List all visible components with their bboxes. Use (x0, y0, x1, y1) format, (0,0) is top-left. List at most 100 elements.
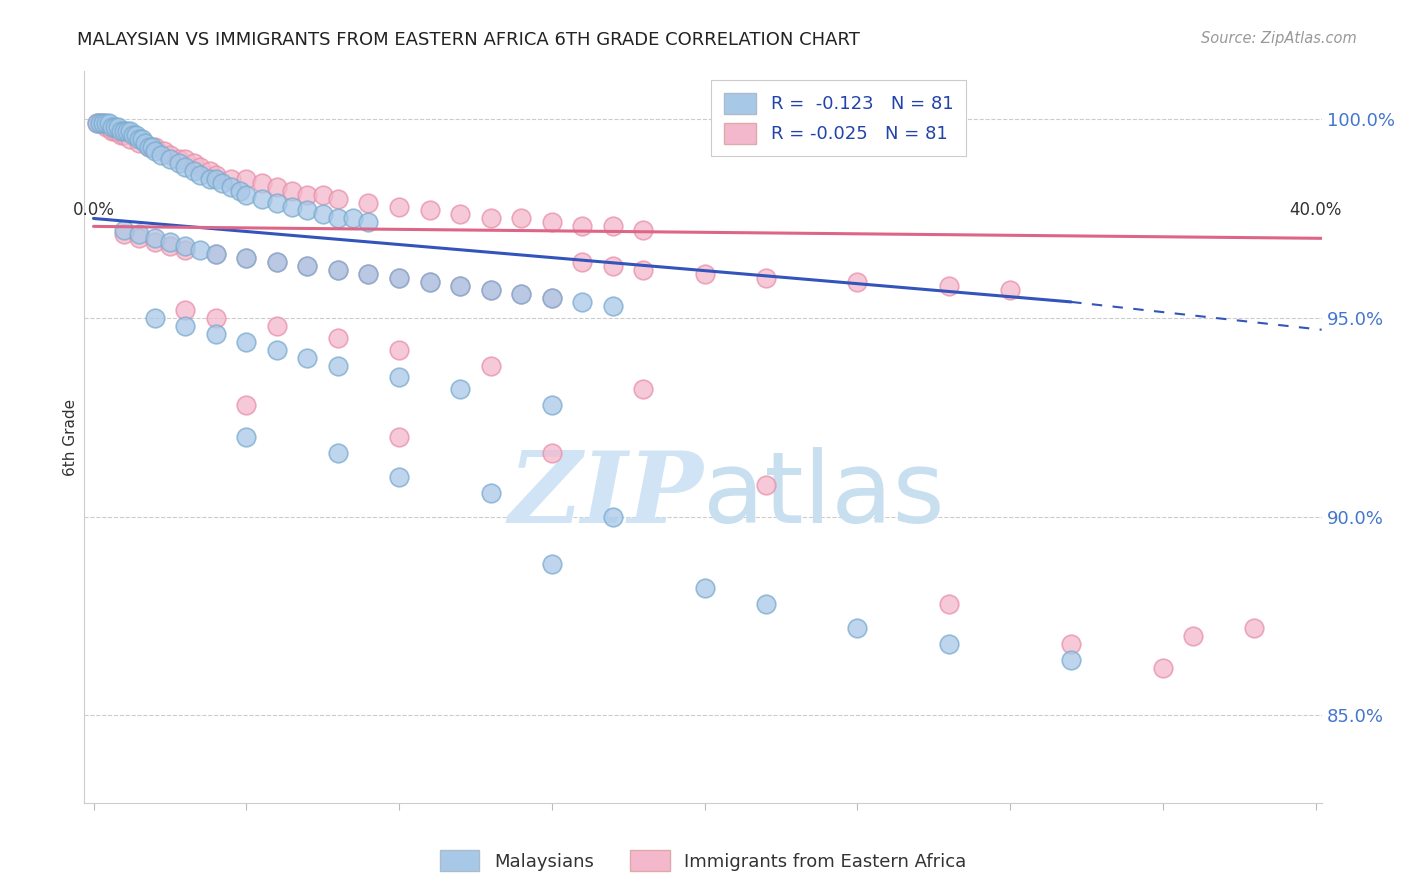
Point (235, 251, 257, 265)
Point (86, 116, 108, 130)
Point (143, 235, 166, 250)
Point (1060, 653, 1083, 667)
Point (388, 343, 411, 357)
Point (938, 279, 960, 293)
Text: 0.0%: 0.0% (73, 201, 114, 219)
Point (419, 275, 441, 289)
Point (190, 160, 212, 174)
Point (91, 116, 114, 130)
Point (449, 279, 471, 293)
Point (479, 211, 502, 226)
Point (167, 155, 190, 169)
Point (235, 398, 257, 412)
Point (190, 168, 212, 182)
Point (198, 163, 221, 178)
Point (101, 120, 124, 134)
Point (281, 184, 304, 198)
Point (190, 244, 212, 258)
Point (510, 287, 533, 301)
Point (326, 446, 349, 460)
Point (128, 132, 150, 146)
Point (143, 231, 166, 245)
Point (571, 294, 593, 309)
Point (266, 255, 288, 269)
Point (125, 128, 148, 142)
Point (229, 184, 252, 198)
Point (540, 398, 562, 412)
Text: 40.0%: 40.0% (1289, 201, 1341, 219)
Point (342, 211, 364, 226)
Point (112, 227, 135, 242)
Point (266, 255, 288, 269)
Point (326, 331, 349, 345)
Point (143, 144, 166, 158)
Point (131, 132, 153, 146)
Point (97, 116, 120, 130)
Point (326, 192, 349, 206)
Point (91, 116, 114, 130)
Point (1243, 621, 1265, 635)
Point (94, 116, 117, 130)
Point (104, 124, 127, 138)
Point (419, 203, 441, 218)
Point (266, 195, 288, 210)
Point (297, 203, 319, 218)
Point (633, 223, 655, 237)
Point (112, 124, 135, 138)
Point (112, 223, 135, 237)
Point (846, 275, 869, 289)
Point (183, 155, 205, 169)
Point (540, 291, 562, 305)
Point (1182, 629, 1205, 643)
Point (204, 247, 226, 261)
Point (357, 267, 380, 281)
Point (128, 227, 150, 242)
Point (174, 318, 197, 333)
Point (633, 263, 655, 277)
Point (89, 116, 111, 130)
Point (159, 235, 181, 250)
Point (219, 171, 242, 186)
Point (449, 279, 471, 293)
Point (250, 192, 273, 206)
Point (101, 124, 124, 138)
Point (388, 430, 411, 444)
Point (311, 187, 333, 202)
Point (357, 215, 380, 229)
Point (693, 581, 716, 595)
Point (174, 244, 197, 258)
Point (602, 219, 624, 234)
Point (211, 176, 233, 190)
Point (149, 148, 172, 162)
Point (479, 283, 502, 297)
Point (167, 152, 190, 166)
Point (143, 140, 166, 154)
Point (86, 116, 108, 130)
Point (128, 231, 150, 245)
Point (326, 359, 349, 373)
Point (602, 509, 624, 524)
Point (602, 299, 624, 313)
Point (152, 144, 174, 158)
Point (297, 259, 319, 273)
Point (122, 128, 145, 142)
Point (326, 211, 349, 226)
Point (174, 302, 197, 317)
Text: Source: ZipAtlas.com: Source: ZipAtlas.com (1201, 31, 1357, 46)
Point (174, 160, 197, 174)
Point (112, 128, 135, 142)
Point (104, 120, 127, 134)
Point (479, 283, 502, 297)
Point (198, 171, 221, 186)
Point (159, 239, 181, 253)
Point (141, 140, 163, 154)
Point (138, 140, 160, 154)
Point (449, 383, 471, 397)
Point (204, 171, 226, 186)
Point (97, 120, 120, 134)
Point (510, 287, 533, 301)
Point (107, 124, 129, 138)
Point (138, 140, 160, 154)
Point (693, 267, 716, 281)
Point (998, 283, 1021, 297)
